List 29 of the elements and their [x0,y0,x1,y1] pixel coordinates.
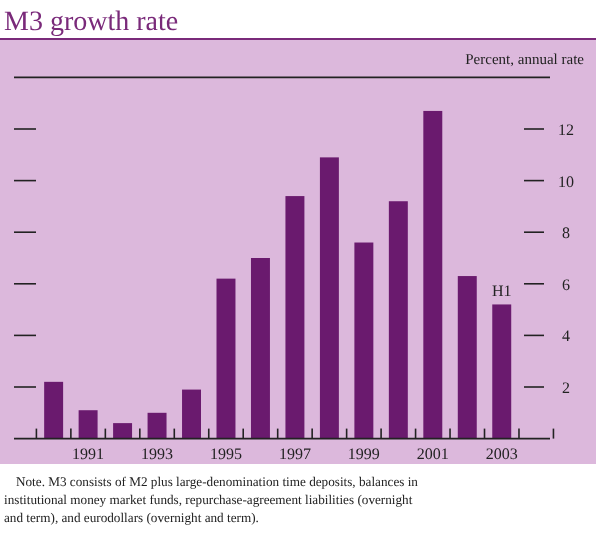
x-tick-label: 1995 [209,444,242,463]
bar [216,278,236,439]
y-tick-label: 4 [562,327,570,346]
bar [423,110,443,439]
bar [78,410,98,439]
x-tick-label: 2001 [416,444,449,463]
bar [388,201,408,439]
bar [319,157,339,439]
x-tick-label: 1997 [278,444,311,463]
bar [44,381,64,439]
x-tick-label: 1993 [141,444,174,463]
annotation: H1 [491,282,512,301]
x-tick-label: 2003 [485,444,518,463]
y-tick-label: 2 [562,379,570,397]
bar [492,304,512,439]
x-tick-label: 1999 [347,444,380,463]
chart-title: M3 growth rate [4,8,179,38]
bar [147,412,167,439]
x-tick-label: 1991 [72,444,105,463]
bar [354,242,374,439]
bar [457,276,477,439]
y-tick-label: 12 [558,121,574,139]
bar [113,423,133,439]
y-tick-label: 10 [558,172,574,191]
y-tick-label: 6 [562,275,570,294]
y-tick-label: 8 [562,224,570,243]
bar [285,196,305,439]
bar [250,258,270,439]
bar [182,389,201,439]
